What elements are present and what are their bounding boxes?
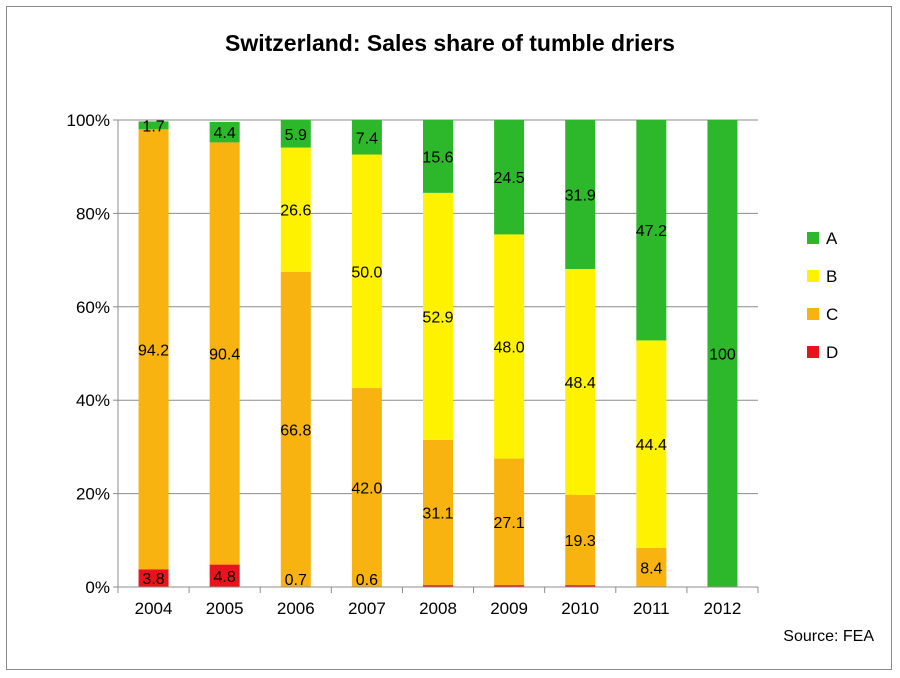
data-label: 0.7 [285,572,307,589]
bar-segment-c [636,547,667,587]
data-label: 66.8 [280,422,311,439]
data-label: 5.9 [285,127,307,144]
bar-segment-c [565,495,596,586]
y-tick-label: 40% [76,391,110,410]
y-tick-label: 20% [76,485,110,504]
data-label: 19.3 [565,533,596,550]
bar-segment-c [494,458,525,586]
x-tick-label: 2005 [206,599,244,618]
bar-segment-c [351,388,382,587]
bar-segment-a [636,120,667,341]
y-tick-label: 100% [67,111,110,130]
data-label: 48.0 [494,339,525,356]
data-label: 4.4 [214,125,236,142]
bar-segment-d [209,564,240,587]
x-tick-label: 2007 [348,599,386,618]
data-label: 48.4 [565,375,596,392]
bar-segment-a [707,120,738,587]
x-tick-label: 2004 [135,599,173,618]
data-label: 47.2 [636,223,667,240]
data-label: 94.2 [138,342,169,359]
legend-label-c: C [826,305,838,324]
data-label: 27.1 [494,515,525,532]
bar-segment-b [423,192,453,440]
data-label: 31.1 [422,506,453,523]
bar-segment-b [565,268,596,496]
data-label: 8.4 [640,560,662,577]
y-tick-label: 0% [85,578,110,597]
bar-segment-a [565,120,596,269]
y-tick-label: 80% [76,204,110,223]
bar-segment-c [209,142,240,565]
bar-segment-a [280,120,311,148]
data-label: 15.6 [422,149,453,166]
x-tick-label: 2009 [490,599,528,618]
x-tick-label: 2008 [419,599,457,618]
data-label: 7.4 [356,130,378,147]
bar-segment-a [423,120,453,193]
y-tick-label: 60% [76,298,110,317]
data-label: 0.6 [356,572,378,589]
bar-segment-d [423,585,453,587]
data-label: 100 [709,347,736,364]
bar-segment-a [209,121,240,143]
legend-swatch-a [807,232,819,244]
data-label: 50.0 [351,264,382,281]
bar-segment-a [138,121,169,130]
axes: 0% 20% 40% 60% 80% 100% 2004 2005 2006 2007 2008 20… [67,111,759,618]
legend-swatch-b [807,270,819,282]
data-label: 4.8 [214,569,236,586]
chart-title: Switzerland: Sales share of tumble drier… [225,30,675,56]
data-label: 26.6 [280,203,311,220]
x-tick-label: 2012 [704,599,742,618]
bar-segment-c [138,129,169,570]
bars [138,120,738,587]
data-label: 24.5 [494,170,525,187]
bar-segment-d [565,585,596,587]
data-labels: 3.8 94.2 1.7 4.8 90.4 4.4 66.8 26.6 5.9 42.0 50.0 7… [138,118,736,589]
bar-segment-c [280,271,311,587]
legend-swatch-c [807,308,819,320]
bar-segment-a [351,120,382,155]
data-label: 31.9 [565,187,596,204]
bar-segment-b [351,154,382,389]
bar-segment-b [280,147,311,272]
bar-segment-a [494,120,525,235]
data-label: 52.9 [422,309,453,326]
data-label: 3.8 [142,571,164,588]
bar-segment-b [636,340,667,548]
data-label: 1.7 [142,118,164,135]
data-label: 42.0 [351,481,382,498]
x-tick-label: 2010 [561,599,599,618]
legend-label-d: D [826,343,838,362]
data-label: 44.4 [636,437,667,454]
x-tick-label: 2006 [277,599,315,618]
bar-segment-c [423,439,453,586]
x-tick-label: 2011 [633,599,670,618]
legend-swatch-d [807,346,819,358]
bar-segment-d [138,569,169,587]
source-note: Source: FEA [783,628,874,645]
legend-label-b: B [826,267,837,286]
bar-segment-b [494,234,525,459]
legend-label-a: A [826,229,838,248]
bar-segment-d [494,585,525,587]
data-label: 90.4 [209,347,240,364]
